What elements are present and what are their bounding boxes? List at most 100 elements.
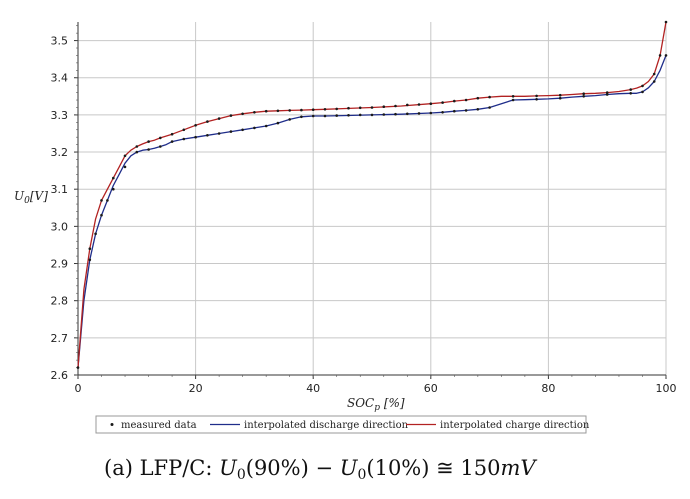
x-tick-label: 20	[189, 382, 203, 395]
measured-point	[159, 145, 162, 148]
plot-area	[78, 22, 666, 375]
measured-point	[605, 93, 609, 96]
measured-point	[558, 96, 562, 100]
measured-point	[488, 95, 491, 99]
legend-marker-measured	[110, 423, 114, 426]
measured-point	[476, 108, 480, 111]
measured-point	[511, 95, 515, 98]
measured-point	[335, 114, 339, 117]
x-axis-label: SOCp [%]	[347, 396, 405, 413]
measured-point	[406, 103, 409, 107]
measured-point	[476, 96, 480, 100]
measured-point	[323, 108, 327, 111]
measured-point	[347, 106, 350, 110]
measured-point	[652, 80, 656, 83]
measured-point	[88, 247, 92, 250]
measured-point	[276, 121, 280, 125]
measured-point	[488, 106, 491, 109]
measured-point	[535, 98, 538, 101]
measured-point	[253, 126, 256, 130]
y-tick-label: 3.5	[51, 35, 69, 48]
legend-label-measured: measured data	[121, 420, 197, 431]
measured-point	[241, 112, 244, 116]
measured-point	[206, 120, 209, 123]
measured-point	[370, 106, 374, 109]
measured-point	[335, 107, 339, 111]
measured-point	[76, 366, 80, 369]
y-tick-label: 2.8	[51, 295, 69, 308]
measured-point	[605, 91, 609, 94]
measured-point	[382, 113, 386, 116]
grid	[78, 22, 667, 375]
x-tick-label: 60	[424, 382, 438, 395]
measured-point	[217, 117, 221, 120]
y-tick-label: 2.7	[51, 332, 69, 345]
measured-point	[194, 124, 197, 127]
measured-point	[358, 106, 362, 110]
measured-point	[347, 114, 350, 117]
measured-point	[641, 84, 644, 88]
y-tick-label: 3.4	[51, 72, 69, 85]
measured-point	[382, 105, 386, 108]
measured-point	[170, 132, 174, 136]
measured-point	[300, 108, 303, 112]
measured-point	[100, 199, 103, 202]
measured-point	[300, 115, 303, 119]
measured-point	[629, 88, 632, 91]
legend-label-charge: interpolated charge direction	[440, 420, 590, 431]
measured-point	[241, 128, 244, 132]
measured-point	[394, 104, 397, 108]
y-tick-label: 3.3	[51, 109, 69, 122]
measured-point	[123, 154, 127, 158]
measured-point	[582, 92, 585, 95]
charge-curve	[77, 21, 667, 368]
measured-point	[229, 130, 233, 133]
legend-label-discharge: interpolated discharge direction	[244, 420, 409, 431]
measured-point	[323, 114, 327, 118]
measured-point	[147, 148, 150, 151]
measured-point	[288, 118, 292, 121]
measured-point	[417, 103, 421, 106]
measured-point	[535, 94, 538, 98]
measured-point	[417, 112, 421, 115]
measured-point	[453, 109, 456, 113]
measured-point	[135, 145, 139, 148]
measured-point	[94, 232, 97, 236]
measured-point	[123, 165, 127, 169]
y-tick-label: 2.6	[51, 369, 69, 382]
measured-point	[652, 72, 656, 76]
measured-point	[170, 140, 174, 143]
measured-point	[441, 101, 444, 104]
measured-point	[135, 150, 139, 154]
x-tick-label: 100	[656, 382, 677, 395]
measured-point	[658, 54, 662, 57]
y-tick-label: 2.9	[51, 258, 69, 271]
measured-point	[629, 92, 632, 95]
tick-labels: 0 20 40 60 80 100 2.6 2.7 2.8 2.9 3.0 3.1 3.2 3.3 3.4 3…	[51, 35, 677, 395]
y-axis-label: U0[V]	[14, 189, 48, 206]
measured-point	[253, 111, 256, 114]
measured-point	[641, 90, 644, 94]
x-tick-label: 0	[75, 382, 82, 395]
measured-point	[464, 109, 468, 112]
measured-point	[206, 134, 209, 137]
measured-point	[112, 176, 115, 180]
measured-point	[358, 113, 362, 117]
measured-point	[288, 109, 292, 112]
y-tick-label: 3.2	[51, 146, 69, 159]
measured-point	[182, 137, 186, 141]
series-layer	[76, 20, 668, 369]
measured-point	[112, 187, 115, 191]
measured-point	[558, 93, 562, 97]
measured-point	[311, 108, 315, 111]
measured-point	[664, 20, 668, 24]
measured-point	[276, 109, 280, 113]
measured-point	[464, 98, 468, 102]
measured-point	[429, 102, 433, 105]
measured-point	[229, 114, 233, 117]
measured-point	[217, 132, 221, 135]
legend-box	[95, 415, 587, 434]
x-tick-label: 80	[541, 382, 555, 395]
measured-point	[264, 109, 268, 113]
